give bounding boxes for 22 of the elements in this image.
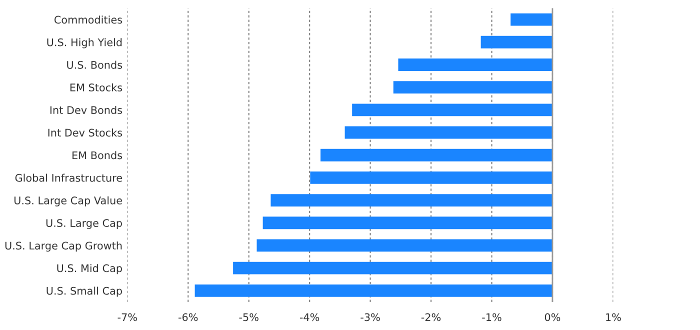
y-tick-label: EM Bonds <box>72 151 122 160</box>
y-tick-label: U.S. High Yield <box>47 38 122 48</box>
y-tick-label: Int Dev Bonds <box>50 106 122 114</box>
y-tick-label: U.S. Large Cap <box>46 219 122 229</box>
y-tick-label: Commodities <box>54 16 122 24</box>
y-tick-label: U.S. Mid Cap <box>57 264 122 274</box>
y-tick-label: U.S. Small Cap <box>46 286 122 297</box>
y-tick-label: Global Infrastructure <box>15 174 122 182</box>
y-tick-label: U.S. Large Cap Growth <box>5 242 122 252</box>
y-tick-label: Int Dev Stocks <box>48 128 122 137</box>
x-tick-label: -4% <box>300 313 320 322</box>
x-tick-label: -3% <box>360 313 380 322</box>
y-tick-label: U.S. Bonds <box>67 60 122 69</box>
x-tick-label: -6% <box>178 313 198 322</box>
y-tick-label: U.S. Large Cap Value <box>14 196 122 206</box>
x-tick-label: 0% <box>544 313 560 322</box>
y-tick-label: EM Stocks <box>70 83 122 92</box>
x-tick-label: -1% <box>482 313 502 322</box>
x-tick-label: -5% <box>239 313 258 322</box>
x-tick-label: 1% <box>606 313 621 322</box>
x-tick-label: -2% <box>421 313 441 322</box>
x-tick-label: -7% <box>118 313 137 322</box>
